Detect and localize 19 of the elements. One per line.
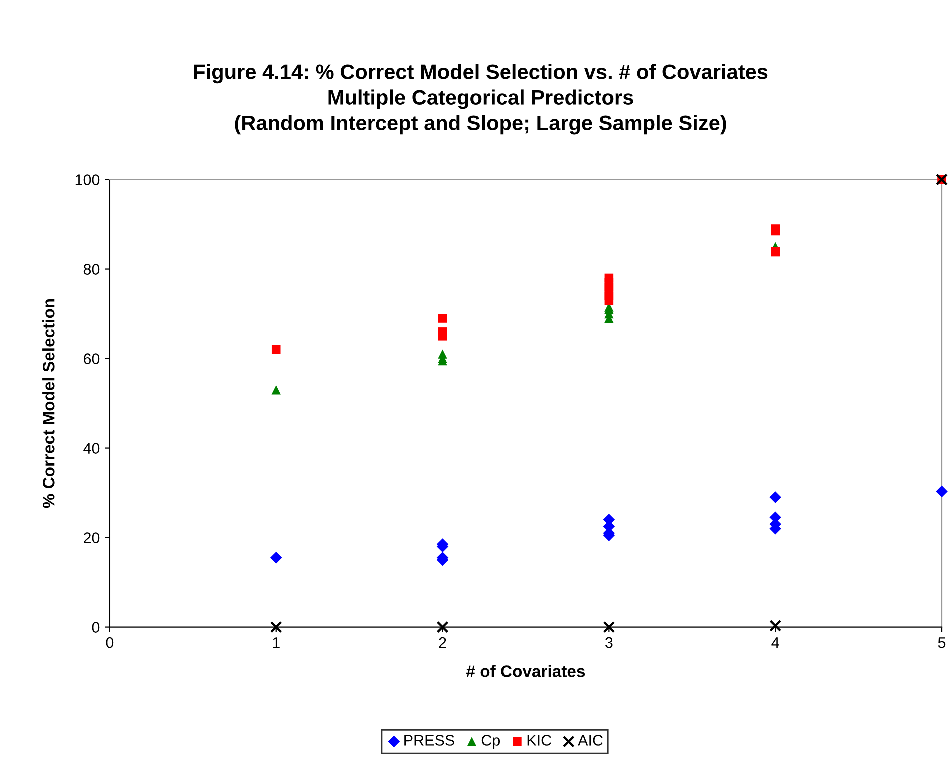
y-axis-title: % Correct Model Selection [42,299,55,508]
x-tick-label: 1 [273,638,280,648]
x-tick-label: 3 [606,637,613,648]
y-tick-label: 100 [76,174,100,186]
x-axis-title: # of Covariates [466,665,586,678]
y-tick-label: 80 [84,264,100,275]
legend-label: PRESS [404,735,454,746]
legend-label: Cp [482,735,500,749]
y-tick-label: 60 [84,354,100,364]
x-tick-label: 4 [772,638,780,648]
legend-label: KIC [528,735,552,746]
y-tick-label: 0 [92,622,100,633]
chart-title: Figure 4.14: % Correct Model Selection vs. # of Covariates Multiple Categorical Predictors (Random Intercept and Slope; Large Sample Size) [194,64,768,135]
x-tick-label: 0 [106,637,114,648]
legend-label: AIC [578,735,603,746]
y-tick-label: 40 [84,443,100,454]
x-tick-label: 5 [938,638,946,648]
y-tick-label: 20 [84,532,100,544]
x-tick-label: 2 [439,637,446,648]
